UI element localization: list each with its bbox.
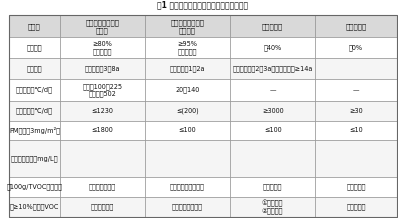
Text: 约0%: 约0% bbox=[349, 44, 363, 51]
Text: 长期排口浓度（mg/L）: 长期排口浓度（mg/L） bbox=[11, 155, 58, 162]
Bar bbox=[9, 79, 60, 101]
Text: 含≥10%氯素型VOC: 含≥10%氯素型VOC bbox=[10, 203, 59, 210]
Text: 几乎无效率: 几乎无效率 bbox=[263, 184, 282, 191]
Bar bbox=[9, 101, 60, 121]
Bar bbox=[60, 79, 145, 101]
Bar bbox=[60, 177, 145, 197]
Text: 中等耐腐蚀性: 中等耐腐蚀性 bbox=[91, 203, 114, 210]
Bar bbox=[145, 58, 230, 79]
Text: ≥80%
上下文数据: ≥80% 上下文数据 bbox=[92, 41, 112, 54]
Bar bbox=[145, 37, 230, 58]
Bar bbox=[145, 140, 230, 177]
Bar bbox=[145, 79, 230, 101]
Bar bbox=[230, 37, 315, 58]
Text: PM浓度（3mg/m²）: PM浓度（3mg/m²） bbox=[9, 127, 60, 134]
Bar bbox=[9, 15, 60, 37]
Text: 净化效率偏低，受限: 净化效率偏低，受限 bbox=[170, 184, 205, 191]
Bar bbox=[145, 15, 230, 37]
Text: 吸附仓位，3～8a: 吸附仓位，3～8a bbox=[84, 65, 120, 72]
Bar bbox=[315, 15, 397, 37]
Text: 压合压差（℃/d）: 压合压差（℃/d） bbox=[16, 107, 53, 114]
Text: ≤10: ≤10 bbox=[349, 128, 363, 133]
Bar bbox=[230, 101, 315, 121]
Bar bbox=[315, 140, 397, 177]
Bar bbox=[145, 197, 230, 217]
Text: ≤1800: ≤1800 bbox=[92, 128, 113, 133]
Bar bbox=[9, 121, 60, 140]
Bar bbox=[9, 37, 60, 58]
Text: 对比项: 对比项 bbox=[28, 23, 41, 30]
Text: 净化效率非常受限: 净化效率非常受限 bbox=[172, 203, 203, 210]
Bar bbox=[9, 197, 60, 217]
Bar bbox=[9, 140, 60, 177]
Text: 对100g/TVOC浓度适用: 对100g/TVOC浓度适用 bbox=[6, 184, 62, 191]
Text: 能耗指数（℃/d）: 能耗指数（℃/d） bbox=[16, 87, 53, 93]
Bar bbox=[60, 58, 145, 79]
Text: ≤1230: ≤1230 bbox=[91, 108, 113, 114]
Text: 放电管寿命，2～3a；板式结构，≥14a: 放电管寿命，2～3a；板式结构，≥14a bbox=[232, 65, 313, 72]
Text: ≤100: ≤100 bbox=[179, 128, 196, 133]
Bar bbox=[60, 37, 145, 58]
Text: ≤100: ≤100 bbox=[264, 128, 281, 133]
Bar bbox=[315, 79, 397, 101]
Text: 几乎无效率: 几乎无效率 bbox=[346, 203, 366, 210]
Bar bbox=[60, 140, 145, 177]
Bar bbox=[60, 101, 145, 121]
Bar bbox=[315, 177, 397, 197]
Text: 蓄热式活性氧化铝
催化氧化: 蓄热式活性氧化铝 催化氧化 bbox=[170, 19, 205, 34]
Bar bbox=[315, 58, 397, 79]
Text: —: — bbox=[269, 87, 276, 93]
Text: 净化效率: 净化效率 bbox=[27, 44, 42, 51]
Bar bbox=[315, 121, 397, 140]
Bar bbox=[315, 37, 397, 58]
Text: ≤(200): ≤(200) bbox=[176, 107, 199, 114]
Text: —: — bbox=[353, 87, 359, 93]
Bar bbox=[230, 197, 315, 217]
Text: 几乎无效率: 几乎无效率 bbox=[346, 184, 366, 191]
Text: ≥30: ≥30 bbox=[349, 108, 363, 114]
Text: 表1 低浓度有机废气治理技术环保性能对比: 表1 低浓度有机废气治理技术环保性能对比 bbox=[157, 0, 248, 9]
Bar bbox=[230, 177, 315, 197]
Text: ①平常氯毒
②腐蚀问题: ①平常氯毒 ②腐蚀问题 bbox=[262, 199, 283, 214]
Bar bbox=[230, 15, 315, 37]
Text: ≥3000: ≥3000 bbox=[262, 108, 283, 114]
Bar bbox=[230, 121, 315, 140]
Text: 使用寿命: 使用寿命 bbox=[27, 65, 42, 72]
Text: 约40%: 约40% bbox=[263, 44, 282, 51]
Text: 光催化氧化: 光催化氧化 bbox=[345, 23, 367, 30]
Bar bbox=[145, 121, 230, 140]
Bar bbox=[230, 140, 315, 177]
Bar bbox=[315, 197, 397, 217]
Bar bbox=[9, 177, 60, 197]
Text: 可正常分类运行: 可正常分类运行 bbox=[89, 184, 116, 191]
Text: ≥95%
稳定、可靠: ≥95% 稳定、可靠 bbox=[178, 41, 197, 54]
Bar bbox=[60, 121, 145, 140]
Text: 低温等离子: 低温等离子 bbox=[262, 23, 283, 30]
Bar bbox=[60, 15, 145, 37]
Text: 净化元件，1～2a: 净化元件，1～2a bbox=[170, 65, 205, 72]
Text: 活性炭吸附脱附催
化氧化: 活性炭吸附脱附催 化氧化 bbox=[85, 19, 119, 34]
Bar bbox=[145, 101, 230, 121]
Bar bbox=[9, 58, 60, 79]
Bar bbox=[315, 101, 397, 121]
Text: 正常：100～225
高负荷：502: 正常：100～225 高负荷：502 bbox=[82, 83, 122, 97]
Bar bbox=[145, 177, 230, 197]
Bar bbox=[230, 58, 315, 79]
Text: 20～140: 20～140 bbox=[176, 87, 199, 93]
Bar bbox=[60, 197, 145, 217]
Bar bbox=[230, 79, 315, 101]
